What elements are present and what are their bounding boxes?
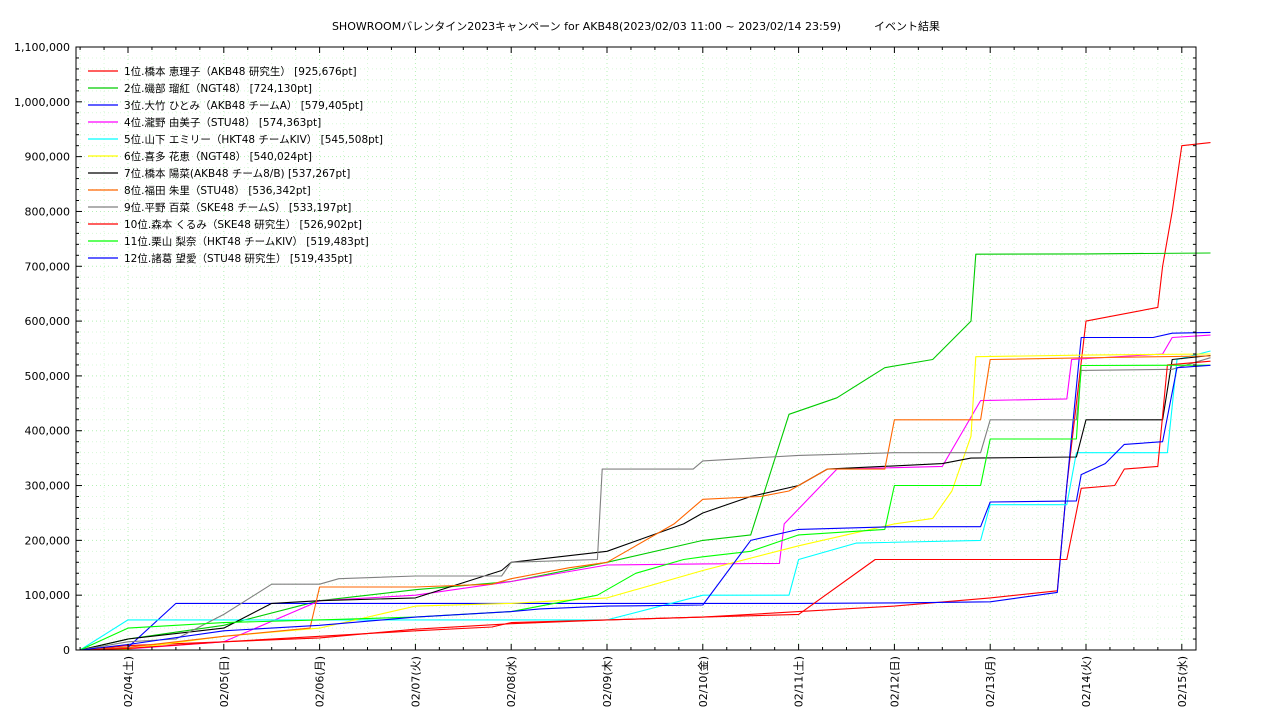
series-line-4 (80, 334, 1211, 651)
plot-frame (75, 46, 1197, 651)
x-tick-label: 02/13(月) (984, 656, 997, 707)
series-line-9 (80, 357, 1211, 651)
y-tick-label: 200,000 (25, 534, 71, 547)
legend-label: 11位.栗山 梨奈（HKT48 チームKIV） [519,483pt] (124, 235, 369, 248)
y-tick-label: 1,000,000 (14, 96, 70, 109)
x-tick-label: 02/10(金) (696, 656, 710, 707)
x-tick-label: 02/09(木) (601, 656, 614, 707)
x-tick-label: 02/11(土) (793, 656, 806, 707)
legend-label: 6位.喜多 花恵（NGT48） [540,024pt] (124, 150, 312, 163)
legend: 1位.橋本 恵理子（AKB48 研究生） [925,676pt] 2位.磯部 瑠紅… (88, 65, 383, 265)
legend-label: 12位.諸葛 望愛（STU48 研究生） [519,435pt] (124, 252, 352, 265)
y-tick-label: 1,100,000 (14, 41, 70, 54)
y-tick-label: 400,000 (25, 425, 71, 438)
series-line-10 (80, 360, 1211, 651)
y-axis: 0 100,000 200,000 300,000 400,000 500,000 600,… (14, 41, 1196, 657)
x-axis: 02/04(土) 02/05(日) 02/06(月) 02/07(火) 02/08(水)… (79, 47, 1189, 707)
legend-label: 7位.橋本 陽菜(AKB48 チーム8/B) [537,267pt] (124, 167, 350, 180)
legend-label: 5位.山下 エミリー（HKT48 チームKIV） [545,508pt] (124, 133, 383, 146)
y-tick-label: 0 (63, 644, 70, 657)
x-tick-label: 02/12(日) (888, 656, 901, 707)
series-line-1 (80, 142, 1211, 651)
legend-label: 8位.福田 朱里（STU48） [536,342pt] (124, 184, 311, 197)
chart-title: SHOWROOMバレンタイン2023キャンペーン for AKB48(2023/… (332, 19, 940, 33)
series-layer (79, 142, 1211, 651)
series-line-7 (79, 354, 1211, 651)
legend-label: 2位.磯部 瑠紅（NGT48） [724,130pt] (124, 82, 312, 95)
x-tick-label: 02/14(火) (1080, 656, 1093, 707)
x-tick-label: 02/07(火) (409, 656, 422, 707)
grid (76, 47, 1196, 650)
x-tick-label: 02/05(日) (218, 656, 231, 707)
series-line-11 (79, 364, 1211, 651)
x-tick-label: 02/04(土) (122, 656, 135, 707)
legend-label: 9位.平野 百菜（SKE48 チームS） [533,197pt] (124, 201, 351, 214)
legend-label: 10位.森本 くるみ（SKE48 研究生） [526,902pt] (124, 218, 362, 231)
x-tick-label: 02/15(水) (1176, 656, 1189, 707)
y-tick-label: 900,000 (25, 151, 71, 164)
legend-label: 1位.橋本 恵理子（AKB48 研究生） [925,676pt] (124, 65, 357, 78)
y-tick-label: 600,000 (25, 315, 71, 328)
y-tick-label: 300,000 (25, 480, 71, 493)
y-tick-label: 700,000 (25, 260, 71, 273)
legend-label: 3位.大竹 ひとみ（AKB48 チームA） [579,405pt] (124, 99, 363, 112)
series-line-8 (80, 355, 1211, 651)
legend-label: 4位.瀧野 由美子（STU48） [574,363pt] (124, 116, 321, 129)
y-tick-label: 500,000 (25, 370, 71, 383)
series-line-2 (79, 252, 1211, 651)
y-tick-label: 800,000 (25, 205, 71, 218)
y-tick-label: 100,000 (25, 589, 71, 602)
series-line-3 (80, 331, 1211, 651)
series-line-12 (80, 364, 1211, 651)
x-tick-label: 02/08(水) (505, 656, 518, 707)
x-tick-label: 02/06(月) (314, 656, 327, 707)
